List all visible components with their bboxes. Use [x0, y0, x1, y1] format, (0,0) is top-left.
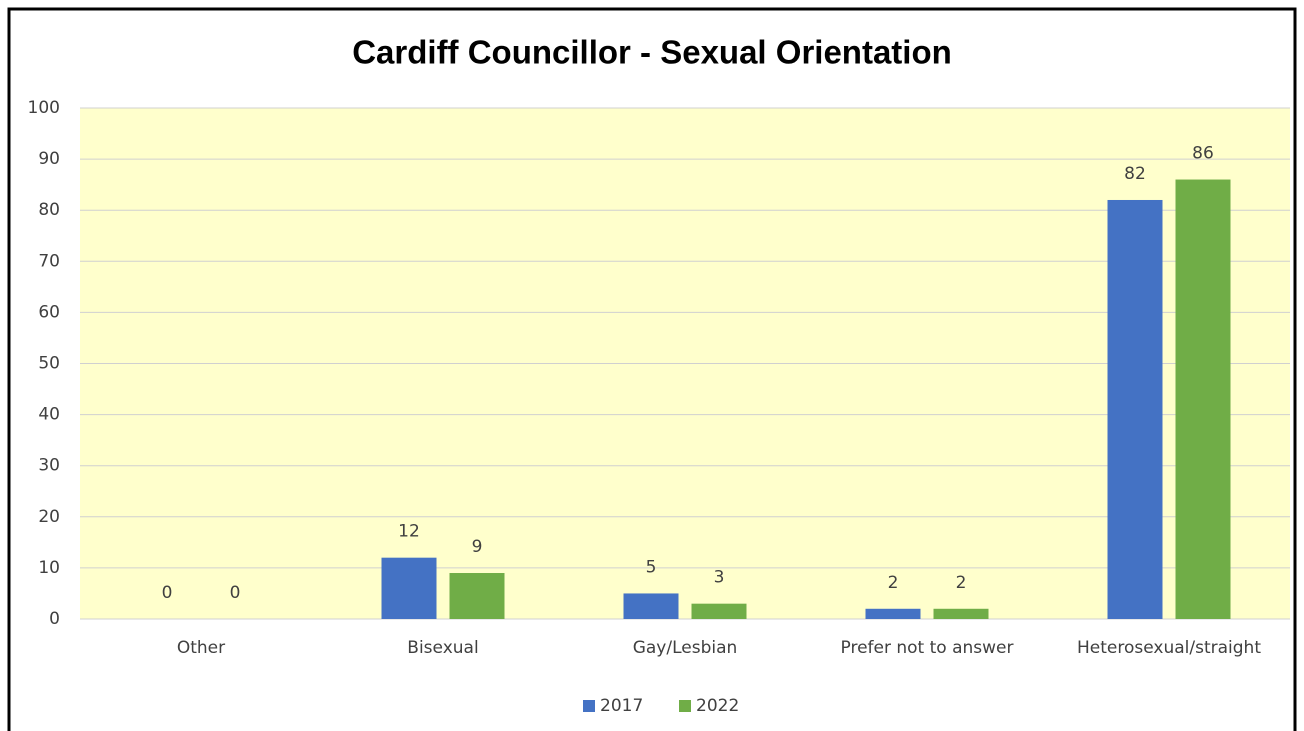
bar [381, 557, 437, 619]
chart-border [7, 7, 1297, 731]
y-tick-label: 20 [38, 507, 60, 527]
x-tick-label: Other [177, 638, 225, 658]
y-tick-label: 100 [28, 98, 60, 118]
y-tick-label: 70 [38, 251, 60, 271]
data-label: 5 [646, 557, 657, 577]
bar [623, 593, 679, 619]
y-tick-label: 0 [49, 609, 60, 629]
data-label: 2 [888, 573, 899, 593]
x-tick-label: Heterosexual/straight [1077, 638, 1261, 658]
y-tick-label: 90 [38, 149, 60, 169]
bar [1175, 179, 1231, 620]
legend-swatch [583, 700, 595, 712]
chart-title: Cardiff Councillor - Sexual Orientation [352, 34, 952, 71]
data-label: 2 [956, 573, 967, 593]
data-label: 9 [472, 537, 483, 557]
bar [449, 573, 505, 619]
legend-swatch [679, 700, 691, 712]
data-label: 86 [1192, 144, 1214, 164]
data-label: 0 [162, 583, 173, 603]
y-tick-label: 60 [38, 302, 60, 322]
x-tick-label: Bisexual [407, 638, 478, 658]
legend-label: 2017 [600, 696, 643, 716]
bar [691, 603, 747, 619]
data-label: 82 [1124, 164, 1146, 184]
legend-label: 2022 [696, 696, 739, 716]
y-tick-label: 80 [38, 200, 60, 220]
y-tick-label: 30 [38, 456, 60, 476]
bar [933, 608, 989, 619]
data-label: 0 [230, 583, 241, 603]
bar [1107, 199, 1163, 620]
y-tick-label: 40 [38, 405, 60, 425]
x-tick-label: Prefer not to answer [841, 638, 1014, 658]
y-tick-label: 50 [38, 354, 60, 374]
x-tick-label: Gay/Lesbian [633, 638, 738, 658]
y-tick-label: 10 [38, 558, 60, 578]
data-label: 12 [398, 522, 420, 542]
bar [865, 608, 921, 619]
data-label: 3 [714, 568, 725, 588]
